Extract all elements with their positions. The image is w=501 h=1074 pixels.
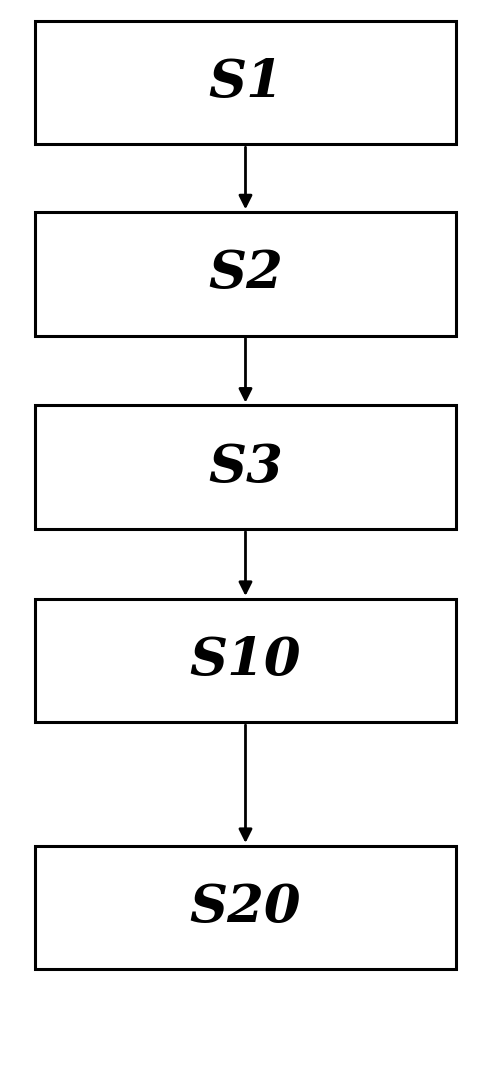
Bar: [35, 599, 456, 722]
Text: S3: S3: [208, 441, 283, 493]
Text: S2: S2: [208, 248, 283, 300]
Bar: [35, 846, 456, 969]
Bar: [35, 20, 456, 144]
Text: S1: S1: [208, 57, 283, 108]
Text: S10: S10: [190, 635, 301, 686]
Bar: [35, 406, 456, 529]
Text: S20: S20: [190, 882, 301, 933]
Bar: [35, 213, 456, 335]
